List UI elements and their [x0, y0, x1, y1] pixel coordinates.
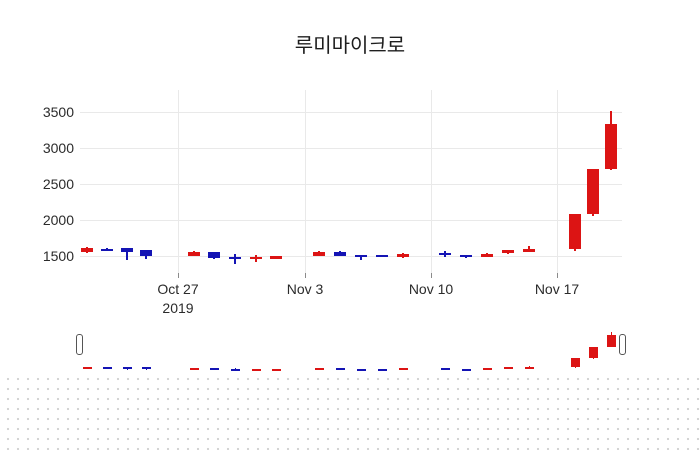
candlestick-mini-nov-15	[524, 367, 534, 370]
y-tick-label: 3000	[42, 140, 74, 156]
candlestick-nov-5[interactable]	[334, 251, 346, 256]
candlestick-mini-oct-30	[230, 369, 240, 372]
candlestick-nov-13[interactable]	[481, 253, 493, 257]
rangeslider-handle-left[interactable]	[76, 334, 83, 355]
candlestick-nov-1[interactable]	[270, 256, 282, 259]
candle-wick-oct-24	[126, 248, 128, 260]
candlestick-mini-nov-1	[271, 368, 281, 371]
candlestick-oct-30[interactable]	[229, 257, 241, 260]
candlestick-nov-12[interactable]	[460, 254, 472, 258]
candlestick-nov-19[interactable]	[587, 169, 599, 215]
x-tick-label: Nov 3	[286, 281, 324, 297]
candlestick-oct-22[interactable]	[81, 248, 93, 253]
candlestick-nov-18[interactable]	[569, 214, 581, 249]
candlestick-mini-oct-31	[251, 369, 261, 372]
x-tick-mark	[305, 273, 306, 278]
y-tick-label: 1500	[42, 248, 74, 264]
candlestick-nov-11[interactable]	[439, 252, 451, 255]
x-tick-label: Nov 10	[408, 281, 454, 297]
chart-title: 루미마이크로	[294, 35, 406, 57]
candle-wick-nov-6	[360, 254, 362, 260]
candlestick-mini-nov-8	[398, 368, 408, 371]
candlestick-oct-29[interactable]	[208, 252, 220, 259]
x-tick-mark	[178, 273, 179, 278]
candlestick-nov-15[interactable]	[523, 248, 535, 253]
candlestick-oct-28[interactable]	[188, 252, 200, 256]
x-gridline	[305, 90, 306, 273]
candlestick-mini-nov-5	[335, 367, 345, 370]
candlestick-mini-nov-20	[606, 335, 616, 347]
x-tick-label: Oct 27 2019	[133, 280, 223, 318]
candlestick-mini-oct-25	[141, 367, 151, 370]
y-gridline	[80, 184, 622, 185]
y-gridline	[80, 148, 622, 149]
candlestick-mini-nov-14	[503, 367, 513, 370]
candlestick-mini-nov-11	[440, 368, 450, 371]
x-tick-label: Nov 17	[534, 281, 580, 297]
candlestick-nov-6[interactable]	[355, 254, 367, 257]
x-tick-mark	[557, 273, 558, 278]
candlestick-mini-nov-19	[588, 346, 598, 359]
y-tick-label: 3500	[42, 104, 74, 120]
candlestick-oct-31[interactable]	[250, 257, 262, 260]
candlestick-nov-4[interactable]	[313, 251, 325, 256]
rangeslider-handle-right[interactable]	[619, 334, 626, 355]
x-tick-sublabel: 2019	[162, 300, 194, 316]
candlestick-nov-14[interactable]	[502, 249, 514, 254]
candlestick-nov-8[interactable]	[397, 253, 409, 257]
candlestick-mini-oct-23	[102, 367, 112, 370]
y-gridline	[80, 112, 622, 113]
candlestick-mini-oct-28	[189, 367, 199, 370]
candlestick-mini-nov-12	[461, 368, 471, 371]
y-gridline	[80, 256, 622, 257]
candlestick-mini-oct-24	[122, 366, 132, 369]
candlestick-oct-25[interactable]	[140, 249, 152, 256]
candlestick-mini-oct-22	[82, 366, 92, 369]
candlestick-mini-nov-7	[377, 368, 387, 371]
candlestick-mini-oct-29	[209, 367, 219, 370]
candlestick-nov-7[interactable]	[376, 254, 388, 257]
candlestick-oct-24[interactable]	[121, 248, 133, 253]
y-tick-label: 2000	[42, 212, 74, 228]
page-dots-background	[0, 372, 700, 450]
y-gridline	[80, 220, 622, 221]
y-tick-label: 2500	[42, 176, 74, 192]
x-gridline	[431, 90, 432, 273]
candlestick-nov-20[interactable]	[605, 124, 617, 170]
x-tick-mark	[431, 273, 432, 278]
candlestick-mini-nov-4	[314, 367, 324, 370]
candlestick-mini-nov-6	[356, 368, 366, 371]
candlestick-mini-nov-18	[570, 358, 580, 368]
x-gridline	[178, 90, 179, 273]
candlestick-mini-nov-13	[482, 368, 492, 371]
candlestick-oct-23[interactable]	[101, 248, 113, 251]
figure-background	[0, 0, 700, 372]
x-gridline	[557, 90, 558, 273]
